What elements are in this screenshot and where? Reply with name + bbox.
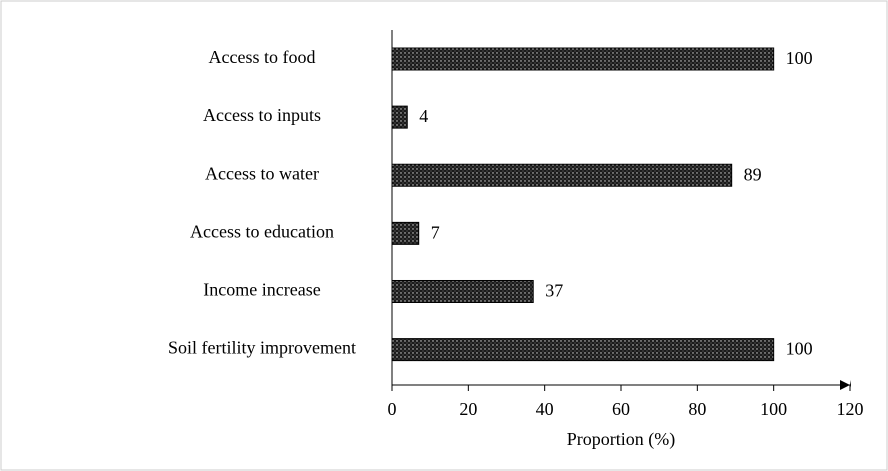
value-label: 100: [786, 48, 813, 68]
y-tick-label: Access to inputs: [203, 105, 321, 125]
value-label: 100: [786, 339, 813, 359]
x-tick-label: 20: [459, 399, 477, 419]
x-tick-label: 0: [388, 399, 397, 419]
x-tick-label: 120: [837, 399, 864, 419]
x-tick-label: 40: [536, 399, 554, 419]
value-label: 7: [431, 222, 440, 242]
axis-arrow: [840, 380, 851, 390]
x-tick-label: 60: [612, 399, 630, 419]
y-tick-label: Soil fertility improvement: [168, 338, 356, 358]
x-axis-title: Proportion (%): [567, 429, 675, 450]
x-tick-label: 80: [688, 399, 706, 419]
value-label: 4: [419, 106, 428, 126]
bar: [391, 338, 775, 362]
y-tick-label: Access to education: [190, 221, 334, 241]
bar: [391, 105, 408, 129]
x-tick-label: 100: [760, 399, 787, 419]
bar: [391, 47, 775, 71]
y-tick-label: Access to water: [205, 163, 319, 183]
y-tick-label: Access to food: [209, 47, 316, 67]
bar: [391, 221, 420, 245]
bar: [391, 163, 733, 187]
bar: [391, 279, 534, 303]
y-tick-label: Income increase: [203, 280, 320, 300]
value-label: 89: [744, 164, 762, 184]
value-label: 37: [545, 281, 563, 301]
